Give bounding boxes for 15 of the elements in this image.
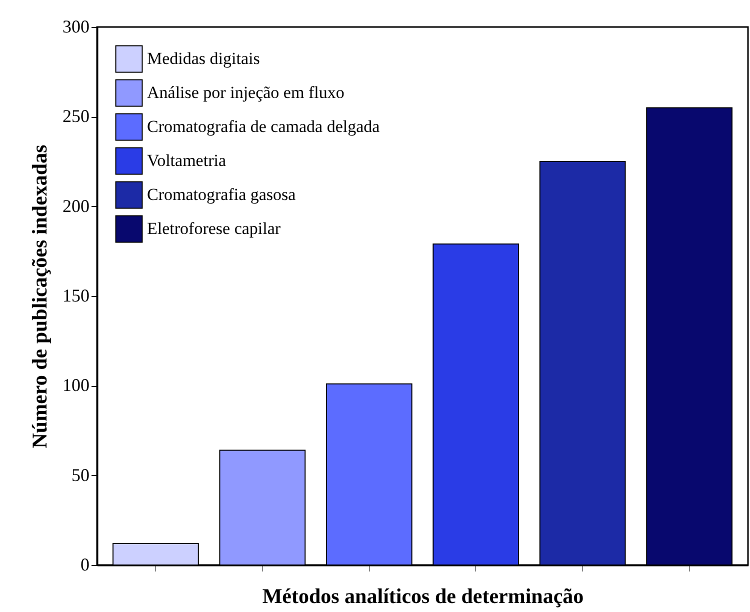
y-tick-label: 250 (62, 106, 90, 126)
y-axis-title: Número de publicações indexadas (28, 144, 52, 448)
y-tick-label: 100 (62, 375, 90, 396)
legend-label: Análise por injeção em fluxo (147, 83, 344, 102)
legend-label: Cromatografia de camada delgada (147, 117, 380, 136)
legend-label: Eletroforese capilar (147, 219, 281, 238)
y-tick-label: 300 (62, 16, 90, 36)
y-tick-label: 50 (72, 464, 90, 485)
legend-label: Cromatografia gasosa (147, 185, 296, 204)
y-tick-label: 0 (80, 554, 90, 574)
y-tick-label: 200 (62, 196, 90, 216)
legend-label: Medidas digitais (147, 49, 260, 68)
x-axis-title: Métodos analíticos de determinação (262, 584, 584, 608)
y-tick-label: 150 (62, 286, 90, 306)
legend-label: Voltametria (147, 151, 226, 170)
